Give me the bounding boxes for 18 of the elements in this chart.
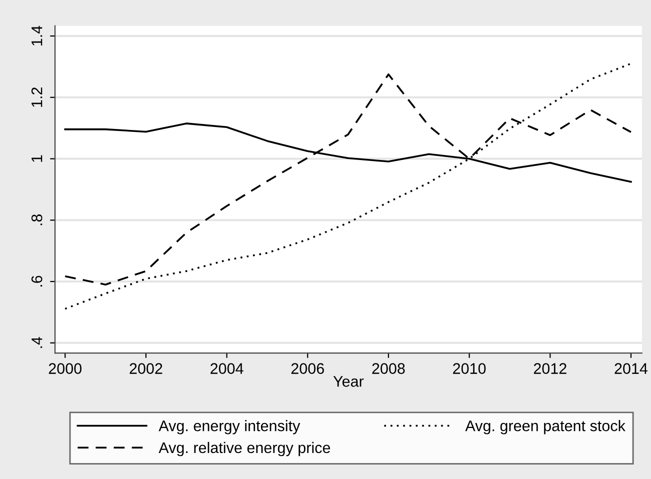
x-tick-label: 2012 [534,363,566,374]
x-tick-label: 2014 [614,363,648,374]
x-tick-label: 2004 [210,363,244,374]
y-tick-label: .6 [31,276,42,286]
x-axis-title: Year [333,376,364,387]
x-tick-label: 2010 [453,363,486,374]
x-tick-label: 2002 [130,363,162,374]
x-tick-label: 2006 [291,363,324,374]
x-tick-label: 2000 [48,363,82,374]
y-tick-label: 1.4 [32,26,42,46]
legend-label: Avg. energy intensity [158,420,300,434]
x-tick-label: 2008 [372,363,405,374]
y-tick-label: .8 [31,214,42,226]
y-tick-label: 1 [32,155,42,162]
y-tick-label: .4 [32,336,42,348]
y-tick-label: 1.2 [31,88,42,107]
legend-label: Avg. relative energy price [158,442,330,456]
legend-label: Avg. green patent stock [465,420,626,434]
